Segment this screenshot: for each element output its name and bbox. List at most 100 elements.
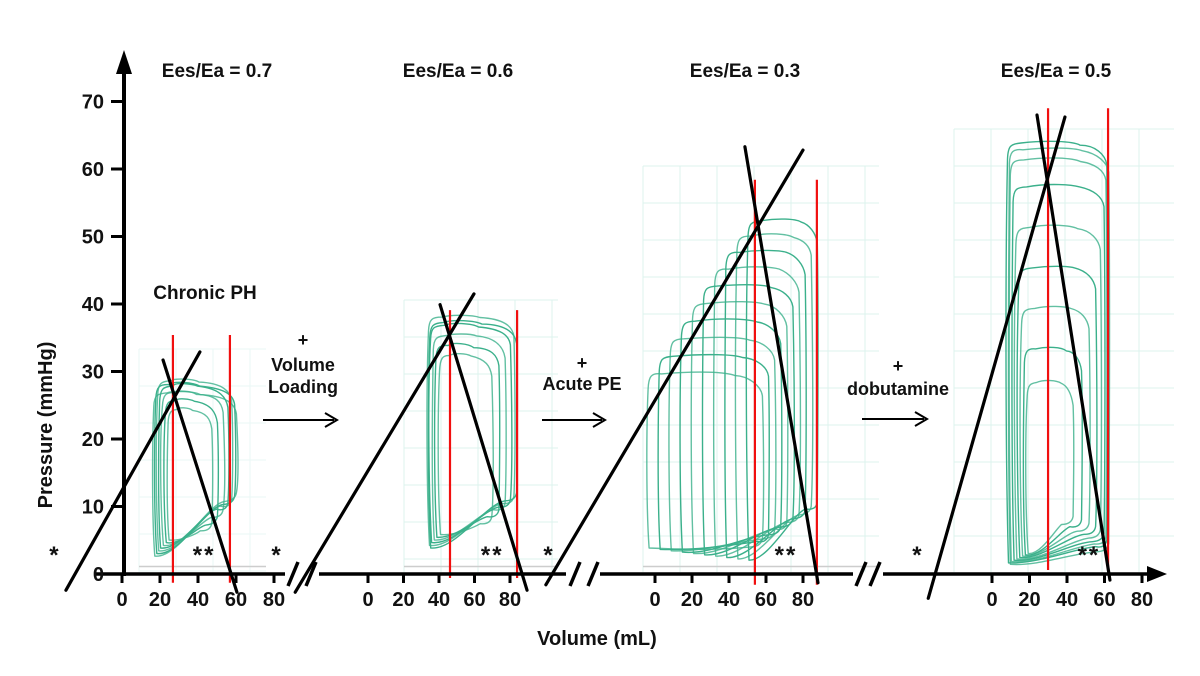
monitor-grid-panel-3 bbox=[642, 165, 879, 572]
pv-loop bbox=[745, 218, 819, 561]
pv-loop bbox=[1007, 147, 1111, 566]
pv-loop bbox=[437, 352, 494, 536]
monitor-grid-panel-4 bbox=[953, 128, 1174, 572]
pv-loop bbox=[724, 249, 807, 559]
asterisk-marker: * bbox=[271, 542, 282, 569]
x-tick-label: 20 bbox=[392, 589, 414, 611]
pv-loop bbox=[163, 398, 220, 544]
ea-line-panel-4 bbox=[1035, 113, 1112, 582]
ea-line-panel-2 bbox=[438, 303, 529, 592]
axis-break-slash bbox=[868, 561, 882, 587]
axis-break-slash bbox=[586, 561, 600, 587]
pv-loop bbox=[690, 300, 789, 555]
panel-annotation: Chronic PH bbox=[153, 283, 256, 304]
espvr-line-panel-1 bbox=[64, 350, 202, 592]
pv-loops-panel-1 bbox=[151, 378, 239, 557]
transition-arrowhead bbox=[914, 411, 929, 427]
x-tick-label: 60 bbox=[1093, 589, 1115, 611]
pv-loops-panel-4 bbox=[1005, 140, 1111, 566]
x-tick-label: 80 bbox=[263, 589, 285, 611]
x-tick-label: 40 bbox=[1056, 589, 1078, 611]
y-tick-label: 30 bbox=[82, 362, 104, 384]
x-tick-label: 80 bbox=[1131, 589, 1153, 611]
transition-plus: + bbox=[893, 356, 904, 376]
pv-loop bbox=[1016, 265, 1098, 559]
pv-loop bbox=[1011, 183, 1106, 561]
axis-break-slash bbox=[568, 561, 582, 587]
y-tick-label: 40 bbox=[82, 294, 104, 316]
x-tick-label: 40 bbox=[718, 589, 740, 611]
transition-label: dobutamine bbox=[847, 379, 949, 399]
x-tick-label: 80 bbox=[499, 589, 521, 611]
x-tick-label: 60 bbox=[463, 589, 485, 611]
y-tick-label: 0 bbox=[93, 564, 104, 586]
x-tick-label: 0 bbox=[362, 589, 373, 611]
transition-label: Volume bbox=[271, 355, 335, 375]
transition-label: Loading bbox=[268, 377, 338, 397]
pv-loop bbox=[431, 333, 507, 541]
espvr-line-panel-3 bbox=[544, 148, 805, 587]
panel-title-3: Ees/Ea = 0.3 bbox=[690, 61, 800, 82]
monitor-grid-panel-2 bbox=[403, 299, 558, 572]
x-tick-label: 40 bbox=[187, 589, 209, 611]
pv-loop bbox=[1008, 157, 1108, 563]
pv-loop bbox=[159, 390, 226, 547]
pv-loop bbox=[1025, 379, 1075, 555]
x-tick-label: 80 bbox=[792, 589, 814, 611]
pv-loop bbox=[155, 378, 234, 552]
x-tick-label: 40 bbox=[428, 589, 450, 611]
pv-loop bbox=[166, 407, 214, 541]
asterisk-marker: ** bbox=[193, 542, 216, 569]
transition-arrowhead bbox=[324, 412, 339, 428]
x-tick-label: 20 bbox=[681, 589, 703, 611]
asterisk-marker: * bbox=[543, 542, 554, 569]
pv-loop bbox=[701, 284, 796, 556]
asterisk-marker: ** bbox=[1078, 542, 1101, 569]
x-tick-label: 20 bbox=[149, 589, 171, 611]
espvr-line-panel-2 bbox=[293, 292, 476, 594]
ea-line-panel-1 bbox=[161, 358, 239, 594]
pv-loop bbox=[679, 318, 783, 554]
x-tick-label: 60 bbox=[225, 589, 247, 611]
pv-loop bbox=[426, 314, 516, 547]
y-axis-title: Pressure (mmHg) bbox=[35, 342, 57, 509]
transition-plus: + bbox=[577, 353, 588, 373]
x-tick-label: 0 bbox=[116, 589, 127, 611]
pv-loop bbox=[151, 390, 239, 557]
x-axis-title: Volume (mL) bbox=[537, 628, 657, 650]
x-tick-label: 0 bbox=[649, 589, 660, 611]
transition-arrowhead bbox=[592, 412, 607, 428]
transition-2: +Acute PE bbox=[542, 353, 622, 428]
transition-3: + dobutamine bbox=[847, 356, 949, 427]
y-tick-label: 70 bbox=[82, 92, 104, 114]
pv-loop bbox=[1019, 305, 1091, 557]
transition-label: Acute PE bbox=[542, 374, 621, 394]
pv-loop bbox=[1013, 224, 1103, 560]
asterisk-marker: ** bbox=[481, 542, 504, 569]
pv-loop bbox=[427, 319, 519, 549]
asterisk-marker: * bbox=[49, 542, 60, 569]
axis-break-slash bbox=[286, 561, 300, 587]
x-tick-label: 60 bbox=[755, 589, 777, 611]
y-tick-label: 50 bbox=[82, 227, 104, 249]
panel-title-4: Ees/Ea = 0.5 bbox=[1001, 61, 1112, 82]
y-axis-arrowhead bbox=[116, 50, 132, 74]
panel-title-1: Ees/Ea = 0.7 bbox=[162, 61, 272, 82]
panel-title-2: Ees/Ea = 0.6 bbox=[403, 61, 513, 82]
espvr-line-panel-4 bbox=[926, 115, 1067, 600]
y-tick-label: 60 bbox=[82, 159, 104, 181]
pv-loop bbox=[668, 336, 777, 552]
pv-loop bbox=[1005, 140, 1109, 564]
pv-loop bbox=[734, 233, 814, 560]
asterisk-marker: * bbox=[912, 542, 923, 569]
pv-loop bbox=[153, 381, 237, 555]
axis-break-slash bbox=[854, 561, 868, 587]
y-tick-label: 10 bbox=[82, 497, 104, 519]
transition-plus: + bbox=[298, 330, 309, 350]
pv-loop bbox=[157, 382, 230, 549]
asterisk-marker: ** bbox=[775, 542, 798, 569]
x-tick-label: 20 bbox=[1018, 589, 1040, 611]
